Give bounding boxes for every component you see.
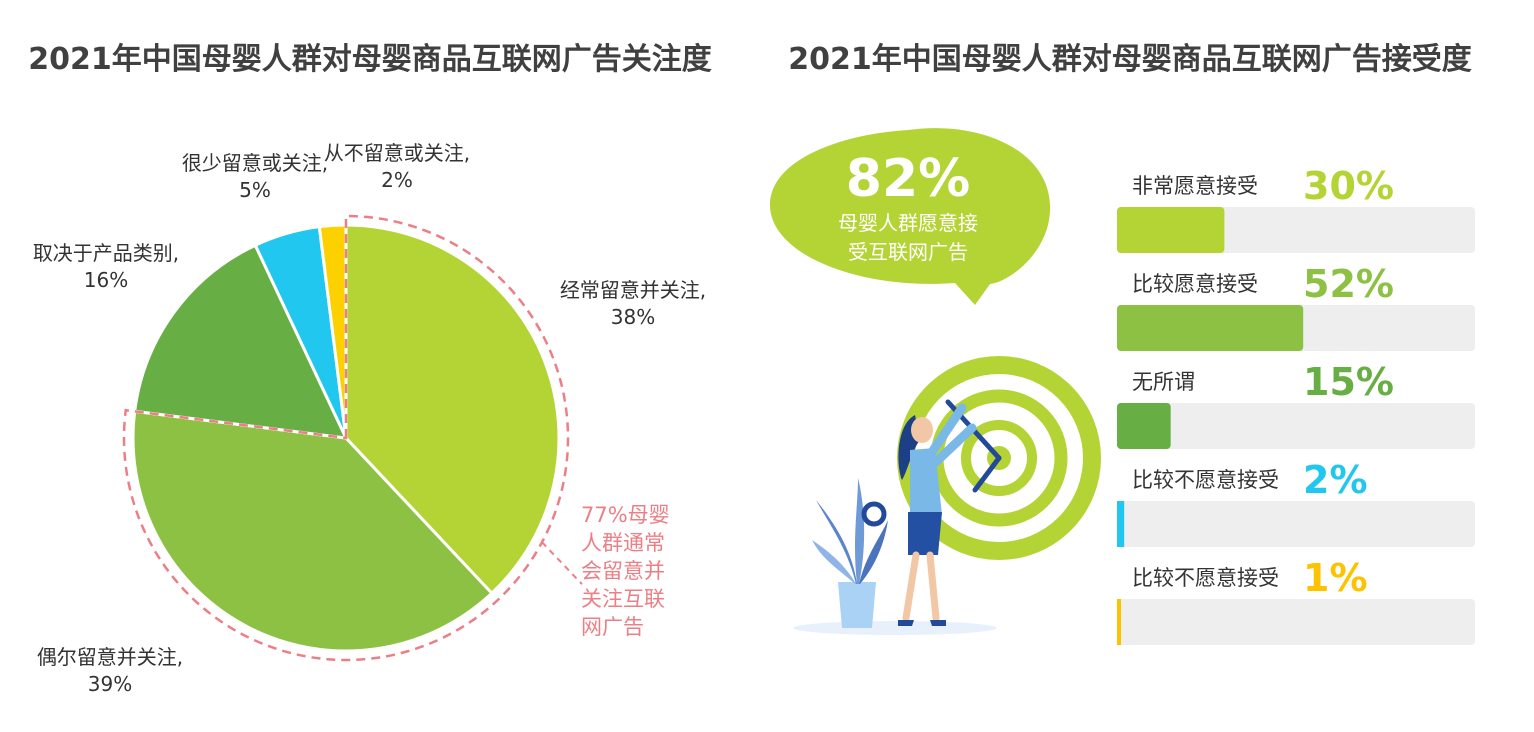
plant-icon	[812, 478, 888, 628]
pie-label-name-4: 从不留意或关注,	[324, 141, 470, 165]
annotation-line-4: 网广告	[581, 615, 644, 639]
annotation-leader-line	[541, 541, 583, 585]
highlight-value: 82%	[846, 149, 970, 209]
bar-track-3	[1117, 501, 1475, 547]
target-illustration	[793, 356, 1101, 635]
clock-hand-short	[972, 455, 1002, 493]
pie-slice-0	[344, 223, 561, 596]
pie-label-value-0: 38%	[611, 305, 655, 329]
bar-category-label-0: 非常愿意接受	[1132, 174, 1258, 198]
pie-slice-2	[133, 243, 349, 440]
annotation-line-2: 会留意并	[581, 559, 665, 583]
pie-label-name-3: 很少留意或关注,	[182, 151, 328, 175]
pie-label-value-4: 2%	[381, 168, 413, 192]
highlight-dashed-outline	[122, 214, 583, 662]
bar-chart: 非常愿意接受 30% 比较愿意接受 52% 无所谓 15% 比较不愿意接受 2% 比较不愿意接受…	[1117, 164, 1475, 645]
pie-label-value-2: 16%	[84, 268, 128, 292]
pie-labels: 经常留意并关注, 38% 偶尔留意并关注, 39% 取决于产品类别, 16% 很少留意或关注…	[33, 141, 706, 696]
bar-track-4	[1117, 599, 1475, 645]
bar-value-label-3: 2%	[1303, 458, 1368, 502]
highlight-text-line-2: 受互联网广告	[848, 240, 968, 264]
pie-chart-title: 2021年中国母婴人群对母婴商品互联网广告关注度	[28, 42, 712, 77]
pie-slice-1	[131, 409, 494, 653]
pie-chart	[131, 223, 561, 653]
bar-chart-title: 2021年中国母婴人群对母婴商品互联网广告接受度	[788, 42, 1472, 77]
bar-fill-1	[1117, 305, 1304, 351]
pie-label-name-0: 经常留意并关注,	[560, 278, 706, 302]
bar-category-label-4: 比较不愿意接受	[1132, 566, 1279, 590]
target-inner-ring	[961, 420, 1037, 496]
bar-value-label-1: 52%	[1303, 262, 1394, 306]
highlight-text-line-1: 母婴人群愿意接	[838, 211, 978, 235]
woman-figure	[898, 403, 977, 626]
bar-fill-0	[1117, 207, 1225, 253]
speech-bubble: 82% 母婴人群愿意接 受互联网广告	[770, 128, 1051, 305]
bar-category-label-1: 比较愿意接受	[1132, 272, 1258, 296]
floor-shadow	[793, 621, 997, 635]
bar-category-label-2: 无所谓	[1132, 370, 1195, 394]
annotation-line-0: 77%母婴	[581, 503, 670, 527]
bar-fill-4	[1117, 599, 1121, 645]
annotation-line-1: 人群通常	[581, 531, 665, 555]
bar-category-label-3: 比较不愿意接受	[1132, 468, 1279, 492]
pie-label-name-2: 取决于产品类别,	[33, 241, 179, 265]
bar-track-2	[1117, 403, 1475, 449]
bar-value-label-4: 1%	[1303, 556, 1368, 600]
gear-icon	[861, 501, 887, 527]
bar-fill-2	[1117, 403, 1171, 449]
bar-fill-3	[1117, 501, 1125, 547]
pie-label-value-1: 39%	[88, 672, 132, 696]
highlight-outline-path	[122, 214, 570, 662]
pie-label-value-3: 5%	[239, 178, 271, 202]
pie-label-name-1: 偶尔留意并关注,	[37, 645, 183, 669]
bar-value-label-2: 15%	[1303, 360, 1394, 404]
bar-value-label-0: 30%	[1303, 164, 1394, 208]
annotation-line-3: 关注互联	[581, 587, 665, 611]
